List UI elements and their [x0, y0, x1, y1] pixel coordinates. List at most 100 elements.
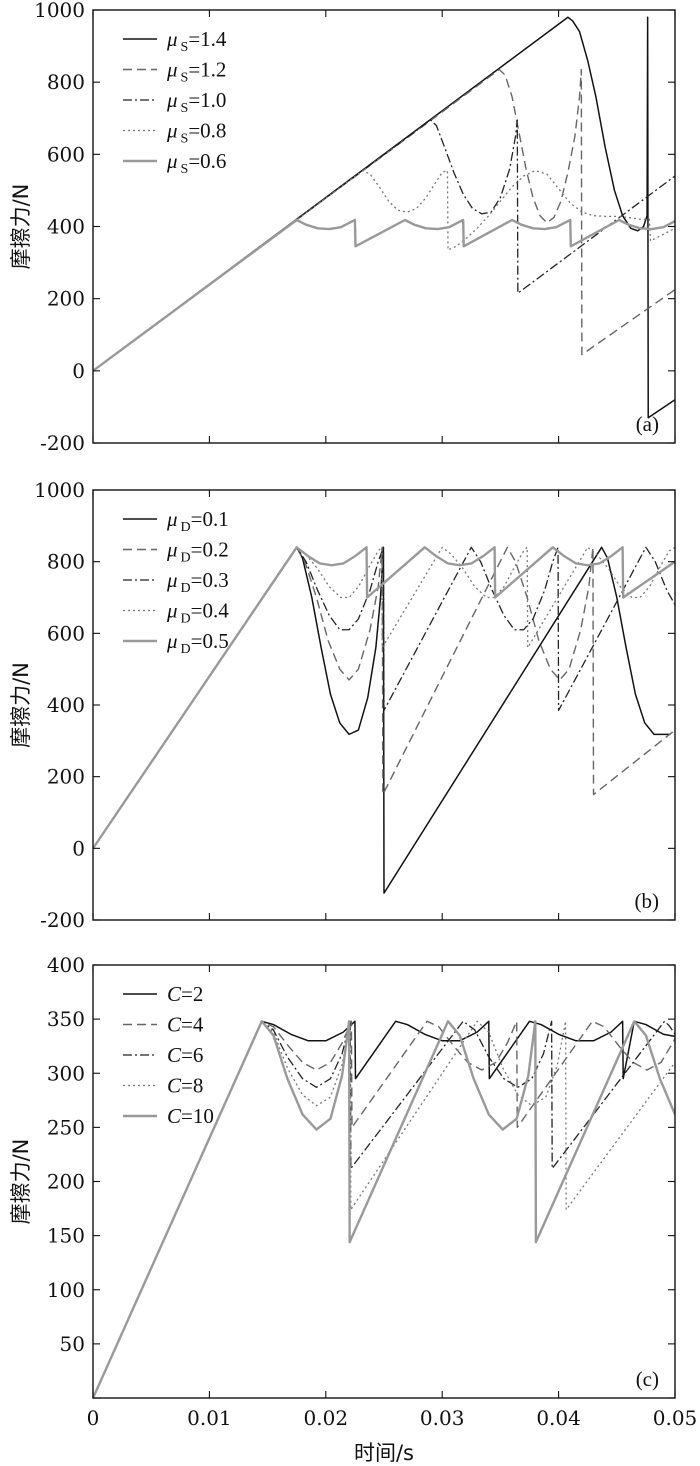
y-tick-label: 400	[47, 953, 85, 977]
legend-value: =0.6	[188, 149, 226, 173]
legend-value: =0.8	[188, 119, 226, 143]
x-tick-label: 0.05	[653, 1406, 698, 1430]
legend-subscript: D	[181, 581, 191, 596]
legend-value: =0.5	[191, 629, 229, 653]
plot-area	[93, 1020, 675, 1398]
legend: C=2C=4C=6C=8C=10	[123, 982, 214, 1128]
series-line-1	[93, 546, 671, 894]
legend-value: =1.0	[188, 88, 226, 112]
legend-value: =0.3	[191, 568, 229, 592]
legend-value: =0.2	[191, 538, 229, 562]
legend-symbol: μ	[166, 599, 178, 623]
series-line-3	[93, 119, 675, 372]
legend: μ S=1.4μ S=1.2μ S=1.0μ S=0.8μ S=0.6	[123, 27, 227, 177]
legend-value: =4	[181, 1013, 204, 1037]
legend-subscript: S	[181, 40, 189, 55]
legend-symbol: C	[167, 1104, 182, 1128]
legend-symbol: μ	[166, 58, 178, 82]
y-tick-label: 200	[47, 1170, 85, 1194]
x-tick-label: 0	[87, 1406, 100, 1430]
legend-label-4: μ S=0.8	[166, 119, 226, 147]
legend-label-3: C=6	[167, 1043, 203, 1067]
legend-value: =10	[181, 1104, 214, 1128]
legend-symbol: μ	[166, 568, 178, 592]
y-tick-label: 400	[47, 693, 85, 717]
panel-label: (a)	[636, 412, 659, 436]
panel-c: 50 100 150 200 250 300 350 400 0 0.01 0.02 0.03 0.04…	[9, 953, 697, 1465]
legend-value: =2	[181, 982, 203, 1006]
legend-label-3: μ S=1.0	[166, 88, 226, 116]
legend-symbol: μ	[166, 629, 178, 653]
y-tick-label: 0	[72, 836, 85, 860]
legend-value: =0.1	[191, 507, 229, 531]
y-tick-label: 200	[47, 287, 85, 311]
legend-symbol: C	[167, 1074, 182, 1098]
series-line-1	[93, 1020, 675, 1398]
legend-symbol: C	[167, 982, 182, 1006]
y-tick-label: 250	[47, 1115, 85, 1139]
legend-value: =1.4	[188, 27, 227, 51]
legend-label-4: C=8	[167, 1074, 203, 1098]
series-line-2	[93, 546, 675, 849]
legend: μ D=0.1μ D=0.2μ D=0.3μ D=0.4μ D=0.5	[123, 507, 229, 657]
legend-subscript: D	[181, 612, 191, 627]
legend-subscript: S	[181, 101, 189, 116]
legend-value: =6	[181, 1043, 203, 1067]
x-tick-label: 0.02	[304, 1406, 349, 1430]
series-line-5	[93, 218, 675, 372]
y-tick-label: -200	[40, 431, 85, 455]
y-tick-label: 350	[47, 1007, 85, 1031]
y-axis-label: 摩擦力/N	[9, 184, 33, 270]
legend-symbol: μ	[166, 149, 178, 173]
legend-label-2: μ S=1.2	[166, 58, 226, 86]
legend-value: =1.2	[188, 58, 226, 82]
y-tick-label: 1000	[34, 478, 85, 502]
x-axis-label: 时间/s	[354, 1441, 414, 1465]
series-line-3	[93, 546, 675, 849]
legend-value: =0.4	[191, 599, 230, 623]
legend-label-2: C=4	[167, 1013, 204, 1037]
legend-symbol: μ	[166, 119, 178, 143]
legend-symbol: μ	[166, 538, 178, 562]
series-line-5	[93, 546, 675, 850]
legend-symbol: μ	[166, 88, 178, 112]
y-tick-label: -200	[40, 908, 85, 932]
legend-label-5: μ D=0.5	[166, 629, 229, 657]
y-tick-label: 150	[47, 1224, 85, 1248]
legend-symbol: C	[167, 1013, 182, 1037]
y-tick-label: 400	[47, 215, 85, 239]
legend-subscript: S	[181, 132, 189, 147]
legend-label-3: μ D=0.3	[166, 568, 229, 596]
legend-label-5: μ S=0.6	[166, 149, 226, 177]
legend-subscript: D	[181, 551, 191, 566]
y-tick-label: 600	[47, 621, 85, 645]
y-tick-label: 600	[47, 142, 85, 166]
x-tick-label: 0.01	[187, 1406, 232, 1430]
y-tick-label: 800	[47, 70, 85, 94]
y-tick-label: 200	[47, 765, 85, 789]
y-tick-label: 800	[47, 550, 85, 574]
legend-symbol: C	[167, 1043, 182, 1067]
y-axis-label: 摩擦力/N	[9, 1139, 33, 1225]
y-tick-label: 50	[60, 1332, 85, 1356]
legend-label-2: μ D=0.2	[166, 538, 229, 566]
plot-area	[93, 16, 675, 419]
legend-label-4: μ D=0.4	[166, 599, 229, 627]
y-tick-label: 1000	[34, 0, 85, 22]
legend-label-1: C=2	[167, 982, 203, 1006]
legend-subscript: S	[181, 162, 189, 177]
y-tick-label: 100	[47, 1278, 85, 1302]
x-tick-label: 0.03	[420, 1406, 465, 1430]
panel-label: (c)	[636, 1367, 659, 1391]
series-line-4	[93, 169, 675, 372]
legend-label-5: C=10	[167, 1104, 214, 1128]
y-tick-label: 300	[47, 1061, 85, 1085]
legend-subscript: S	[181, 71, 189, 86]
x-tick-label: 0.04	[536, 1406, 581, 1430]
legend-symbol: μ	[166, 27, 178, 51]
plot-area	[93, 546, 675, 894]
legend-value: =8	[181, 1074, 203, 1098]
legend-label-1: μ D=0.1	[166, 507, 229, 535]
